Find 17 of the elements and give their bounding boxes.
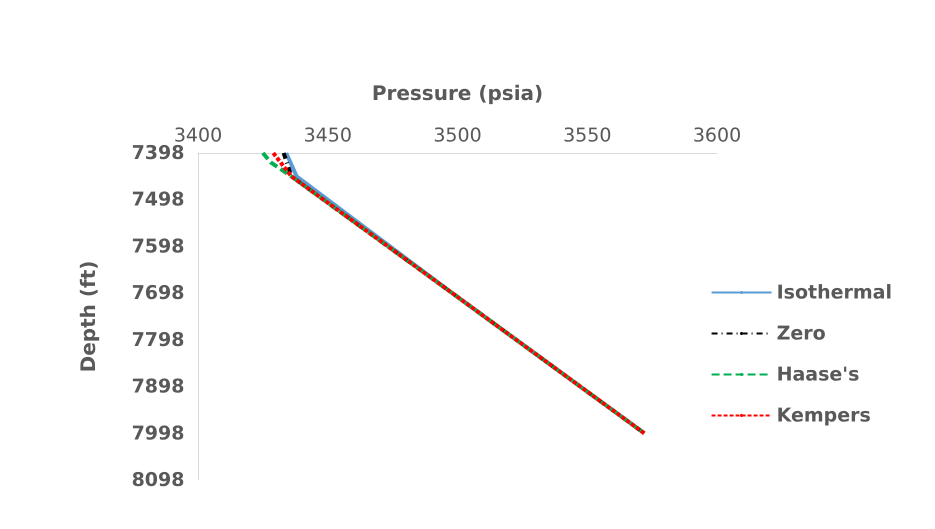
- y-tick-label: 7898: [132, 376, 184, 398]
- x-axis-title: Pressure (psia): [372, 81, 544, 105]
- legend-label: Isothermal: [776, 282, 892, 304]
- x-tick-label: 3500: [433, 124, 482, 146]
- legend-label: Kempers: [776, 404, 871, 426]
- y-axis-title: Depth (ft): [76, 260, 100, 372]
- x-tick-label: 3450: [304, 124, 352, 146]
- y-tick-label: 7798: [132, 328, 184, 351]
- legend-label: Zero: [776, 322, 826, 344]
- x-tick-label: 3550: [563, 124, 612, 146]
- x-tick-label: 3600: [692, 124, 742, 146]
- y-tick-label: 7498: [132, 188, 184, 211]
- y-tick-label: 8098: [132, 469, 184, 491]
- legend-label: Haase's: [776, 364, 860, 386]
- y-tick-label: 7598: [132, 235, 184, 258]
- y-tick-label: 7998: [132, 422, 184, 444]
- y-tick-label: 7698: [132, 282, 184, 304]
